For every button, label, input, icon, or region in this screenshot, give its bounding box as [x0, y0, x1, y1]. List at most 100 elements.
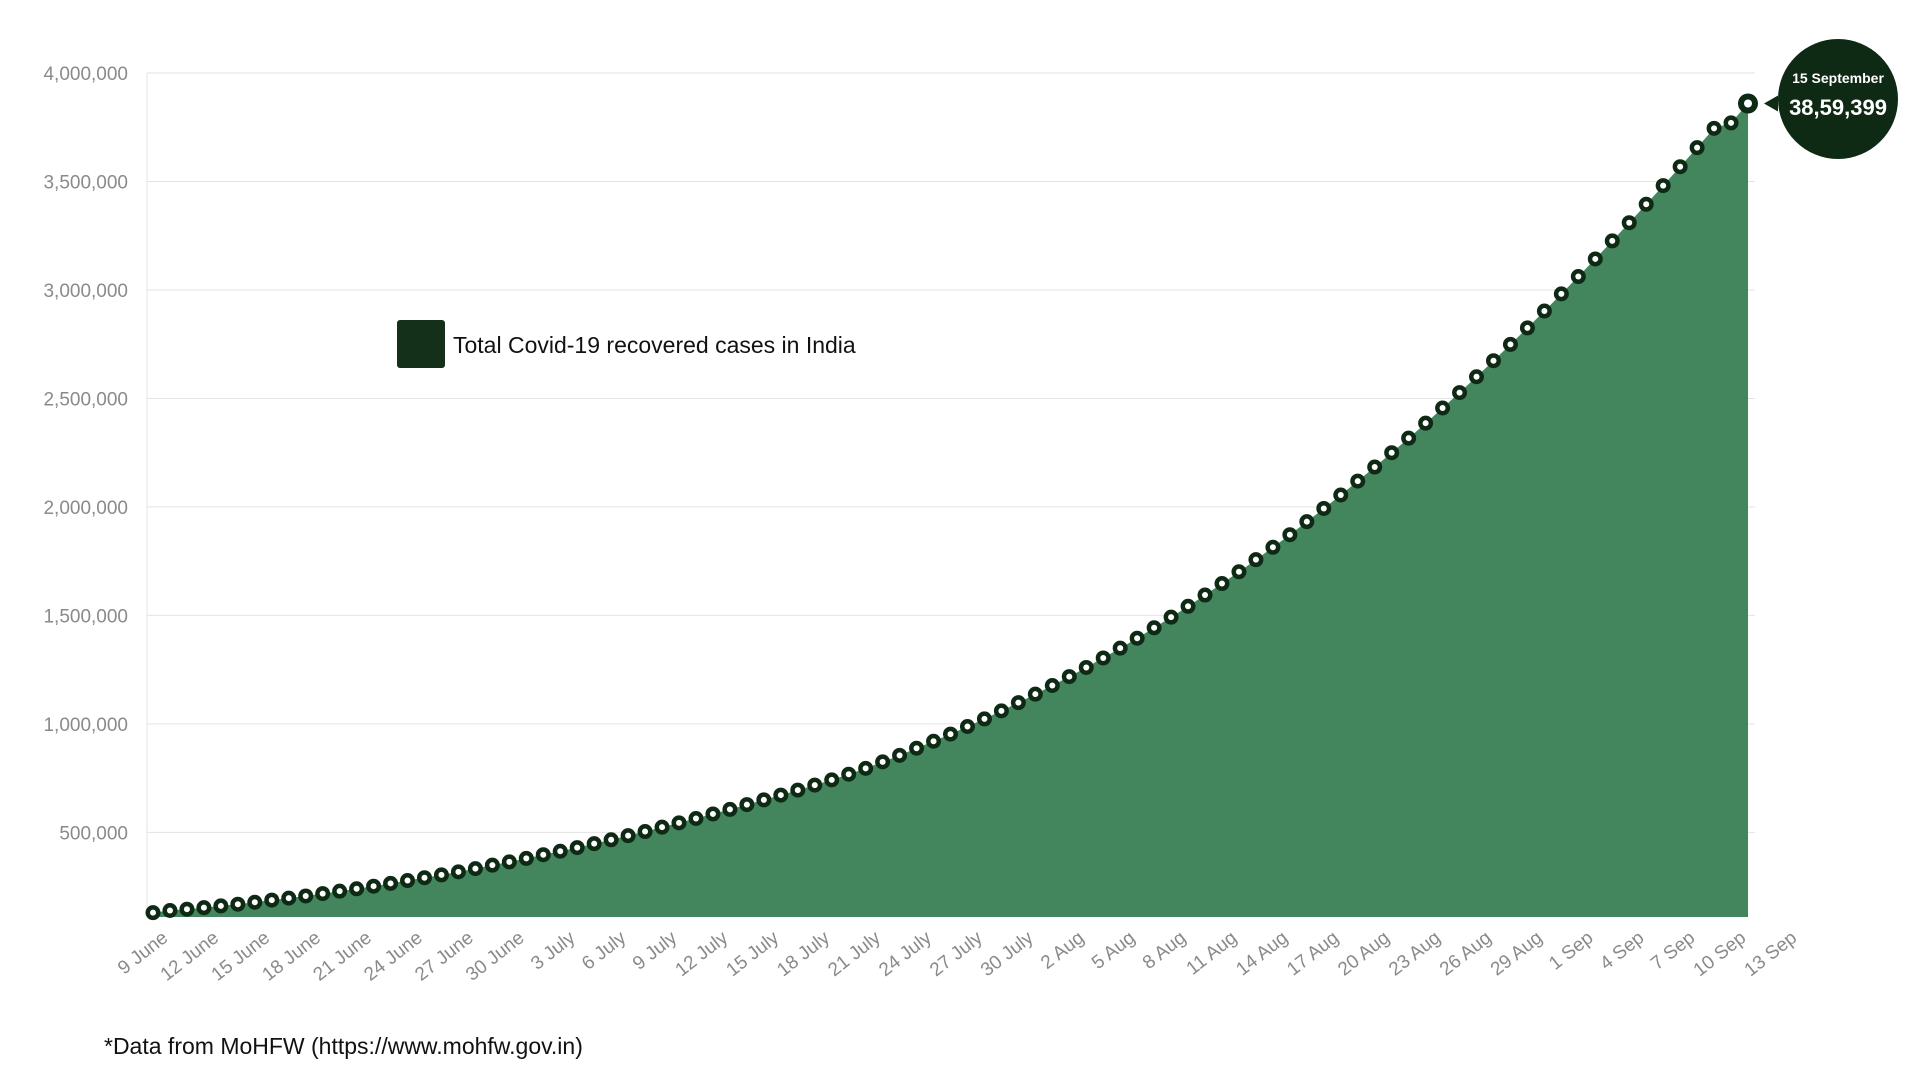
data-point-center	[1405, 435, 1412, 442]
data-point	[1146, 620, 1162, 636]
data-point-center	[1269, 544, 1276, 551]
data-point	[1350, 473, 1366, 489]
data-point	[1570, 269, 1586, 285]
data-point-center	[438, 871, 445, 878]
data-point-center	[387, 880, 394, 887]
data-point	[722, 801, 738, 817]
data-point	[162, 902, 178, 918]
data-point	[959, 719, 975, 735]
data-point	[1706, 120, 1722, 136]
data-point-center	[981, 715, 988, 722]
x-tick-label: 8 Aug	[1139, 927, 1190, 973]
data-point-center	[234, 901, 241, 908]
data-point	[1401, 430, 1417, 446]
data-point-center	[642, 828, 649, 835]
data-point-center	[862, 765, 869, 772]
data-point	[1333, 487, 1349, 503]
data-point-center	[557, 848, 564, 855]
data-point	[1129, 630, 1145, 646]
data-point-center	[1609, 237, 1616, 244]
x-tick-label: 23 Aug	[1385, 927, 1445, 980]
data-point	[1367, 459, 1383, 475]
data-point	[315, 886, 331, 902]
y-tick-label: 1,500,000	[43, 606, 128, 627]
x-tick-label: 5 Aug	[1088, 927, 1139, 973]
data-point-center	[1049, 682, 1056, 689]
data-point	[1214, 576, 1230, 592]
x-tick-label: 12 July	[672, 927, 733, 981]
data-point-center	[268, 897, 275, 904]
data-point-center	[1168, 614, 1175, 621]
data-point	[739, 797, 755, 813]
data-point-center	[421, 874, 428, 881]
x-tick-label: 3 July	[527, 927, 579, 974]
x-tick-label: 29 Aug	[1487, 927, 1547, 980]
data-point-center	[1218, 580, 1225, 587]
data-point-center	[1117, 645, 1124, 652]
data-point-center	[676, 819, 683, 826]
data-point-center	[1592, 255, 1599, 262]
data-point-center	[1252, 556, 1259, 563]
data-point-center	[743, 801, 750, 808]
data-point	[1095, 650, 1111, 666]
x-tick-label: 4 Sep	[1596, 927, 1648, 974]
x-tick-label: 30 July	[977, 927, 1038, 981]
data-point	[1502, 336, 1518, 352]
data-point	[1418, 415, 1434, 431]
data-point	[892, 747, 908, 763]
data-point	[569, 840, 585, 856]
y-tick-label: 4,000,000	[43, 64, 128, 85]
data-point	[654, 819, 670, 835]
data-point-center	[726, 806, 733, 813]
data-point-center	[659, 824, 666, 831]
data-point	[179, 901, 195, 917]
data-point	[400, 873, 416, 889]
data-point	[450, 864, 466, 880]
callout-circle	[1778, 39, 1898, 159]
x-tick-label: 30 June	[462, 927, 528, 985]
data-point	[349, 881, 365, 897]
data-point-center	[1202, 592, 1209, 599]
data-point-center	[896, 752, 903, 759]
data-point-center	[1711, 125, 1718, 132]
data-point	[705, 806, 721, 822]
legend-label: Total Covid-19 recovered cases in India	[453, 332, 856, 358]
data-point-center	[964, 723, 971, 730]
data-point-center	[1388, 449, 1395, 456]
data-point-center	[591, 840, 598, 847]
data-point-center	[811, 782, 818, 789]
data-point	[1231, 564, 1247, 580]
data-point	[1553, 286, 1569, 302]
data-point	[841, 766, 857, 782]
callout-pointer	[1764, 95, 1778, 112]
data-point	[1435, 400, 1451, 416]
data-point-center	[574, 844, 581, 851]
data-point-center	[1337, 492, 1344, 498]
data-point	[926, 733, 942, 749]
x-tick-label: 15 July	[723, 927, 784, 981]
x-tick-label: 13 Sep	[1741, 927, 1801, 981]
x-tick-label: 1 Sep	[1545, 927, 1597, 974]
data-point	[603, 832, 619, 848]
data-point	[790, 782, 806, 798]
data-point-center	[183, 906, 190, 913]
data-point	[1078, 659, 1094, 675]
x-tick-label: 10 Sep	[1690, 927, 1750, 981]
data-point-center	[353, 885, 360, 892]
data-point	[875, 754, 891, 770]
data-point-center	[1032, 691, 1039, 698]
data-point-center	[1728, 119, 1735, 126]
x-tick-label: 2 Aug	[1037, 927, 1088, 973]
data-point-center	[1744, 99, 1752, 108]
data-point-center	[540, 851, 547, 858]
data-point	[688, 810, 704, 826]
data-point-center	[319, 890, 326, 897]
y-tick-label: 500,000	[59, 823, 128, 844]
data-point	[637, 824, 653, 840]
data-point-center	[1286, 531, 1293, 538]
data-point	[196, 900, 212, 916]
data-point-center	[947, 731, 954, 738]
x-tick-label: 26 Aug	[1436, 927, 1496, 980]
